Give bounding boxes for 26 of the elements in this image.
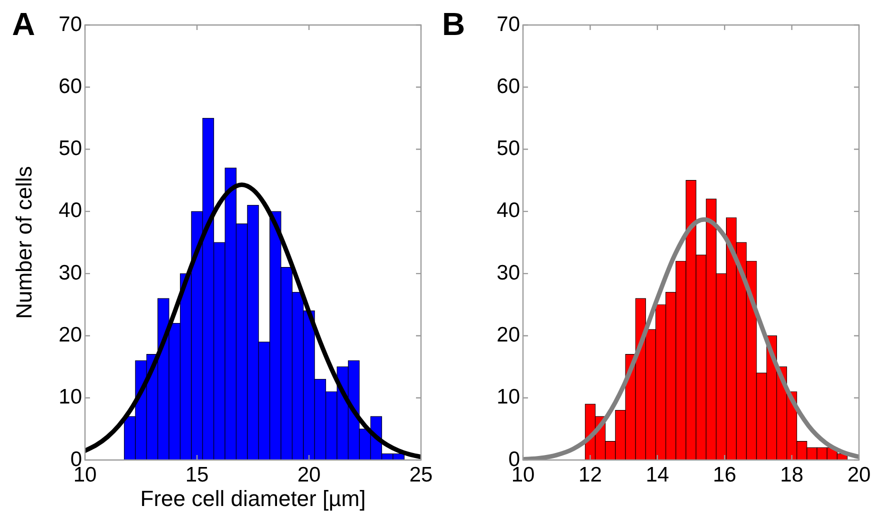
y-tick-label: 40 — [58, 199, 82, 222]
y-tick-label: 40 — [496, 199, 520, 222]
y-tick-label: 70 — [58, 12, 82, 36]
y-tick-label: 30 — [496, 261, 520, 284]
x-tick-label: 15 — [185, 463, 209, 486]
y-tick-label: 20 — [58, 324, 82, 347]
chart-title: A — [12, 6, 36, 42]
x-tick-label: 25 — [409, 463, 433, 486]
x-tick-label: 16 — [712, 463, 736, 486]
chart-title: B — [442, 6, 466, 42]
x-tick-label: 14 — [646, 463, 670, 486]
y-tick-label: 20 — [496, 324, 520, 347]
y-tick-label: 60 — [496, 74, 520, 98]
y-tick-label: 50 — [58, 137, 82, 160]
y-tick-label: 70 — [496, 12, 520, 36]
y-tick-label: 50 — [496, 137, 520, 160]
y-tick-label: 10 — [58, 386, 82, 409]
y-tick-label: 10 — [496, 386, 520, 409]
y-tick-label: 60 — [58, 74, 82, 98]
x-axis-title: Free cell diameter [µm] — [140, 486, 366, 511]
y-tick-label: 30 — [58, 261, 82, 284]
y-axis-title: Number of cells — [11, 166, 36, 319]
x-tick-label: 20 — [297, 463, 321, 486]
x-tick-label: 12 — [578, 463, 602, 486]
x-tick-label: 18 — [780, 463, 804, 486]
x-tick-label: 20 — [847, 463, 871, 486]
